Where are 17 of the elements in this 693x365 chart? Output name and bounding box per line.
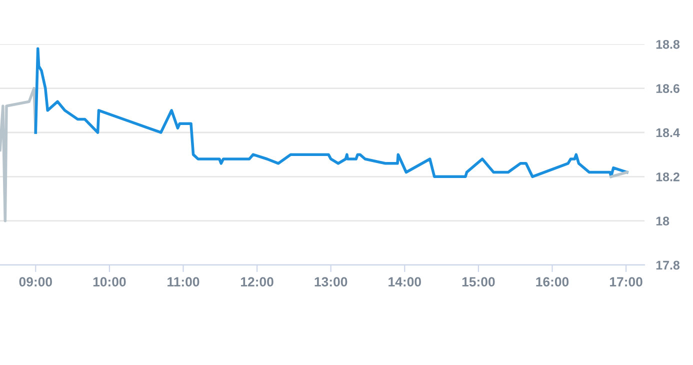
- x-tick-label: 12:00: [241, 277, 274, 286]
- x-tick-label: 13:00: [314, 277, 348, 287]
- x-tick-label: 15:00: [462, 277, 495, 286]
- y-tick-label: 18.2: [656, 172, 680, 182]
- x-tick-label: 11:00: [168, 277, 200, 286]
- line-series: [34, 47, 628, 178]
- x-tick-label: 17:00: [610, 277, 642, 286]
- y-tick-label: 18: [656, 216, 670, 226]
- y-tick-label: 17.8: [656, 260, 680, 270]
- y-tick-label: 18.8: [656, 40, 680, 49]
- line-series: [0, 86, 38, 222]
- x-tick-label: 14:00: [388, 277, 421, 286]
- x-tick-label: 09:00: [19, 277, 52, 286]
- y-tick-label: 18.4: [656, 128, 680, 138]
- y-tick-label: 18.6: [656, 84, 680, 93]
- x-tick-label: 16:00: [536, 277, 569, 286]
- x-tick-label: 10:00: [93, 277, 126, 286]
